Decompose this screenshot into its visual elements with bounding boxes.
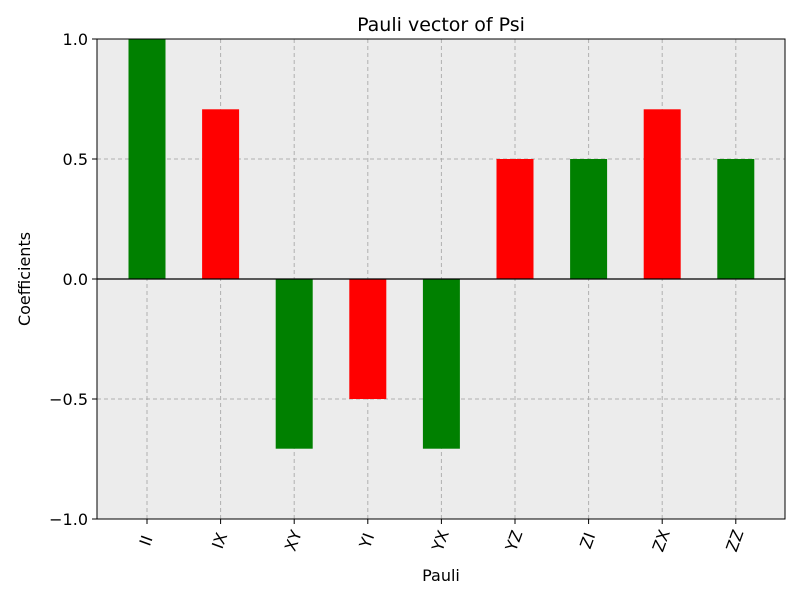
bar-zi <box>570 159 608 279</box>
x-tick-label: ZI <box>576 530 599 551</box>
x-tick-label: YI <box>355 531 378 552</box>
x-tick-label: YZ <box>501 528 526 555</box>
bar-ix <box>202 109 240 280</box>
y-tick-label: 0.5 <box>63 150 88 169</box>
x-tick-label: IX <box>208 530 231 551</box>
y-axis: −1.0 −0.5 0.0 0.5 1.0 <box>49 30 97 529</box>
x-tick-label: ZZ <box>722 527 747 554</box>
x-tick-label: ZX <box>649 527 674 554</box>
y-axis-title: Coefficients <box>15 232 34 326</box>
y-tick-label: 0.0 <box>63 270 88 289</box>
y-tick-label: −0.5 <box>49 390 88 409</box>
bar-yz <box>496 159 534 279</box>
x-axis-title: Pauli <box>422 566 460 585</box>
x-axis: II IX XY YI YX YZ ZI ZX ZZ <box>136 519 748 555</box>
chart-title: Pauli vector of Psi <box>357 14 525 36</box>
x-tick-label: II <box>136 533 157 548</box>
y-tick-label: 1.0 <box>63 30 88 49</box>
x-tick-label: XY <box>281 527 306 553</box>
bar-ii <box>128 39 166 279</box>
bar-yx <box>422 279 460 449</box>
bar-zz <box>717 159 755 279</box>
y-tick-label: −1.0 <box>49 510 88 529</box>
bars <box>128 39 755 449</box>
x-tick-label: YX <box>428 528 453 555</box>
bar-xy <box>275 279 313 449</box>
bar-yi <box>349 279 387 399</box>
bar-zx <box>643 109 681 280</box>
